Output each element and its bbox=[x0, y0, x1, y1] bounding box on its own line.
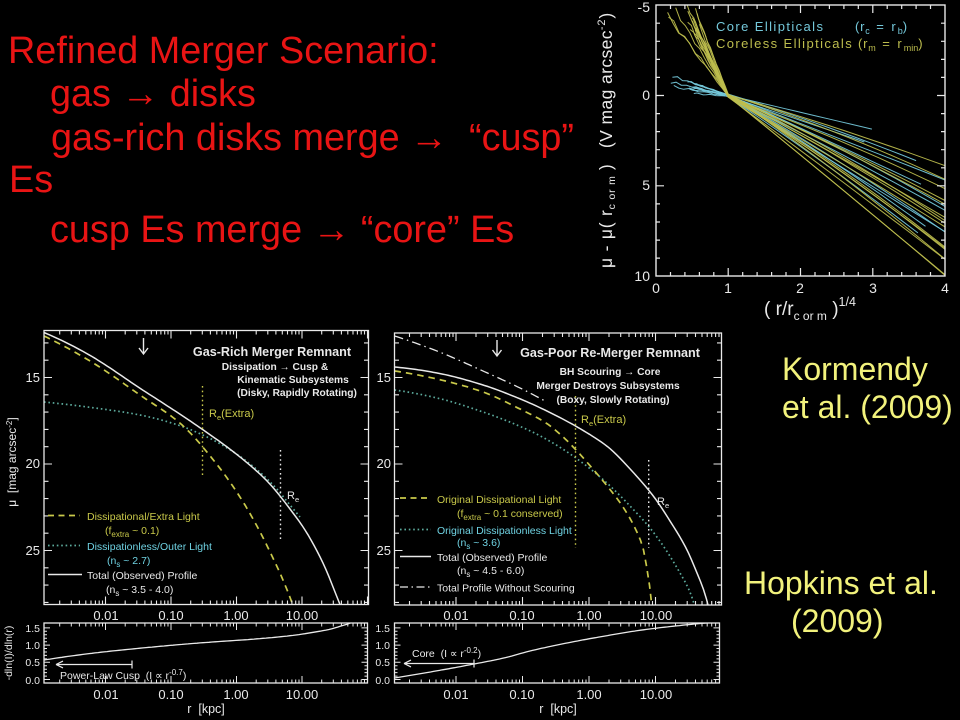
svg-text:0.10: 0.10 bbox=[509, 608, 534, 623]
svg-text:20: 20 bbox=[26, 456, 40, 471]
svg-text:10.00: 10.00 bbox=[640, 608, 673, 623]
svg-text:Merger Destroys Subsystems: Merger Destroys Subsystems bbox=[536, 381, 680, 392]
svg-text:r [kpc]: r [kpc] bbox=[187, 702, 225, 716]
svg-text:Original Dissipational Light: Original Dissipational Light bbox=[437, 494, 561, 506]
svg-text:0.10: 0.10 bbox=[158, 608, 183, 623]
svg-text:(rc = rb): (rc = rb) bbox=[855, 19, 908, 36]
svg-text:15: 15 bbox=[377, 370, 391, 385]
svg-text:(ns ~ 4.5 - 6.0): (ns ~ 4.5 - 6.0) bbox=[457, 565, 524, 579]
svg-text:20: 20 bbox=[377, 456, 391, 471]
svg-text:(Disky, Rapidly Rotating): (Disky, Rapidly Rotating) bbox=[237, 388, 357, 399]
svg-text:Re: Re bbox=[657, 496, 669, 510]
svg-text:Re(Extra): Re(Extra) bbox=[209, 408, 254, 422]
svg-text:2: 2 bbox=[796, 280, 804, 296]
svg-text:0.5: 0.5 bbox=[25, 657, 40, 669]
svg-text:0: 0 bbox=[652, 280, 660, 296]
svg-text:10.00: 10.00 bbox=[286, 687, 319, 702]
svg-text:4: 4 bbox=[941, 280, 949, 296]
svg-text:Total (Observed) Profile: Total (Observed) Profile bbox=[87, 570, 197, 582]
svg-text:1.00: 1.00 bbox=[576, 687, 601, 702]
svg-text:3: 3 bbox=[869, 280, 877, 296]
svg-text:0.5: 0.5 bbox=[375, 657, 390, 669]
svg-text:1.0: 1.0 bbox=[25, 640, 40, 652]
svg-text:1.00: 1.00 bbox=[223, 608, 248, 623]
svg-text:25: 25 bbox=[377, 543, 391, 558]
svg-text:1.0: 1.0 bbox=[375, 640, 390, 652]
svg-text:μ - μ( rc or m ) (V mag arcs: μ - μ( rc or m ) (V mag arcsec-2) bbox=[596, 12, 618, 268]
svg-text:Dissipationless/Outer Light: Dissipationless/Outer Light bbox=[87, 541, 212, 553]
svg-text:10.00: 10.00 bbox=[286, 608, 319, 623]
svg-text:Coreless Ellipticals: Coreless Ellipticals bbox=[716, 36, 853, 51]
svg-text:(ns ~ 3.5 - 4.0): (ns ~ 3.5 - 4.0) bbox=[106, 584, 173, 598]
svg-text:(Boxy, Slowly Rotating): (Boxy, Slowly Rotating) bbox=[556, 395, 669, 406]
svg-text:Re(Extra): Re(Extra) bbox=[581, 414, 626, 428]
svg-text:Original Dissipationless Light: Original Dissipationless Light bbox=[437, 525, 572, 537]
svg-text:0.01: 0.01 bbox=[443, 687, 468, 702]
svg-text:0.10: 0.10 bbox=[158, 687, 183, 702]
svg-text:25: 25 bbox=[26, 543, 40, 558]
svg-text:1.5: 1.5 bbox=[375, 623, 390, 635]
svg-text:-dln(I)/dln(r): -dln(I)/dln(r) bbox=[3, 626, 15, 681]
svg-text:0.10: 0.10 bbox=[509, 687, 534, 702]
svg-text:( r/rc or m )1/4: ( r/rc or m )1/4 bbox=[764, 295, 856, 323]
svg-text:0: 0 bbox=[642, 87, 650, 103]
svg-text:Dissipational/Extra Light: Dissipational/Extra Light bbox=[87, 511, 200, 523]
svg-text:-5: -5 bbox=[638, 0, 651, 15]
svg-text:(fextra ~ 0.1): (fextra ~ 0.1) bbox=[105, 525, 159, 539]
svg-text:0.0: 0.0 bbox=[375, 675, 390, 687]
svg-text:1.00: 1.00 bbox=[576, 608, 601, 623]
svg-text:BH Scouring → Core: BH Scouring → Core bbox=[560, 367, 661, 378]
svg-text:0.0: 0.0 bbox=[25, 675, 40, 687]
svg-text:Re: Re bbox=[287, 490, 299, 504]
svg-text:Gas-Poor Re-Merger Remnant: Gas-Poor Re-Merger Remnant bbox=[520, 346, 701, 360]
svg-text:0.01: 0.01 bbox=[93, 687, 118, 702]
svg-text:(ns ~ 3.6): (ns ~ 3.6) bbox=[457, 537, 500, 551]
svg-text:r [kpc]: r [kpc] bbox=[539, 702, 577, 716]
svg-text:10: 10 bbox=[634, 268, 650, 284]
svg-text:Gas-Rich Merger Remnant: Gas-Rich Merger Remnant bbox=[193, 345, 352, 359]
svg-text:Kinematic Subsystems: Kinematic Subsystems bbox=[237, 375, 349, 386]
svg-text:μ [mag arcsec-2]: μ [mag arcsec-2] bbox=[5, 417, 19, 506]
svg-text:15: 15 bbox=[26, 370, 40, 385]
svg-text:Total (Observed) Profile: Total (Observed) Profile bbox=[437, 552, 547, 564]
svg-text:Core (I ∝ r-0.2): Core (I ∝ r-0.2) bbox=[412, 646, 481, 660]
svg-text:(rm = rmin): (rm = rmin) bbox=[858, 36, 923, 53]
svg-text:Power-Law Cusp (I ∝ r-0.7): Power-Law Cusp (I ∝ r-0.7) bbox=[60, 668, 186, 682]
svg-text:Total Profile Without Scouring: Total Profile Without Scouring bbox=[437, 583, 575, 595]
svg-text:1.00: 1.00 bbox=[223, 687, 248, 702]
svg-text:5: 5 bbox=[642, 177, 650, 193]
svg-text:Core Ellipticals: Core Ellipticals bbox=[716, 19, 824, 34]
svg-text:10.00: 10.00 bbox=[640, 687, 673, 702]
svg-text:0.01: 0.01 bbox=[443, 608, 468, 623]
svg-text:0.01: 0.01 bbox=[93, 608, 118, 623]
svg-text:1.5: 1.5 bbox=[25, 623, 40, 635]
svg-text:(ns ~ 2.7): (ns ~ 2.7) bbox=[107, 555, 150, 569]
svg-text:Dissipation → Cusp &: Dissipation → Cusp & bbox=[222, 362, 329, 373]
svg-text:1: 1 bbox=[724, 280, 732, 296]
svg-text:(fextra ~ 0.1 conserved): (fextra ~ 0.1 conserved) bbox=[457, 508, 563, 522]
